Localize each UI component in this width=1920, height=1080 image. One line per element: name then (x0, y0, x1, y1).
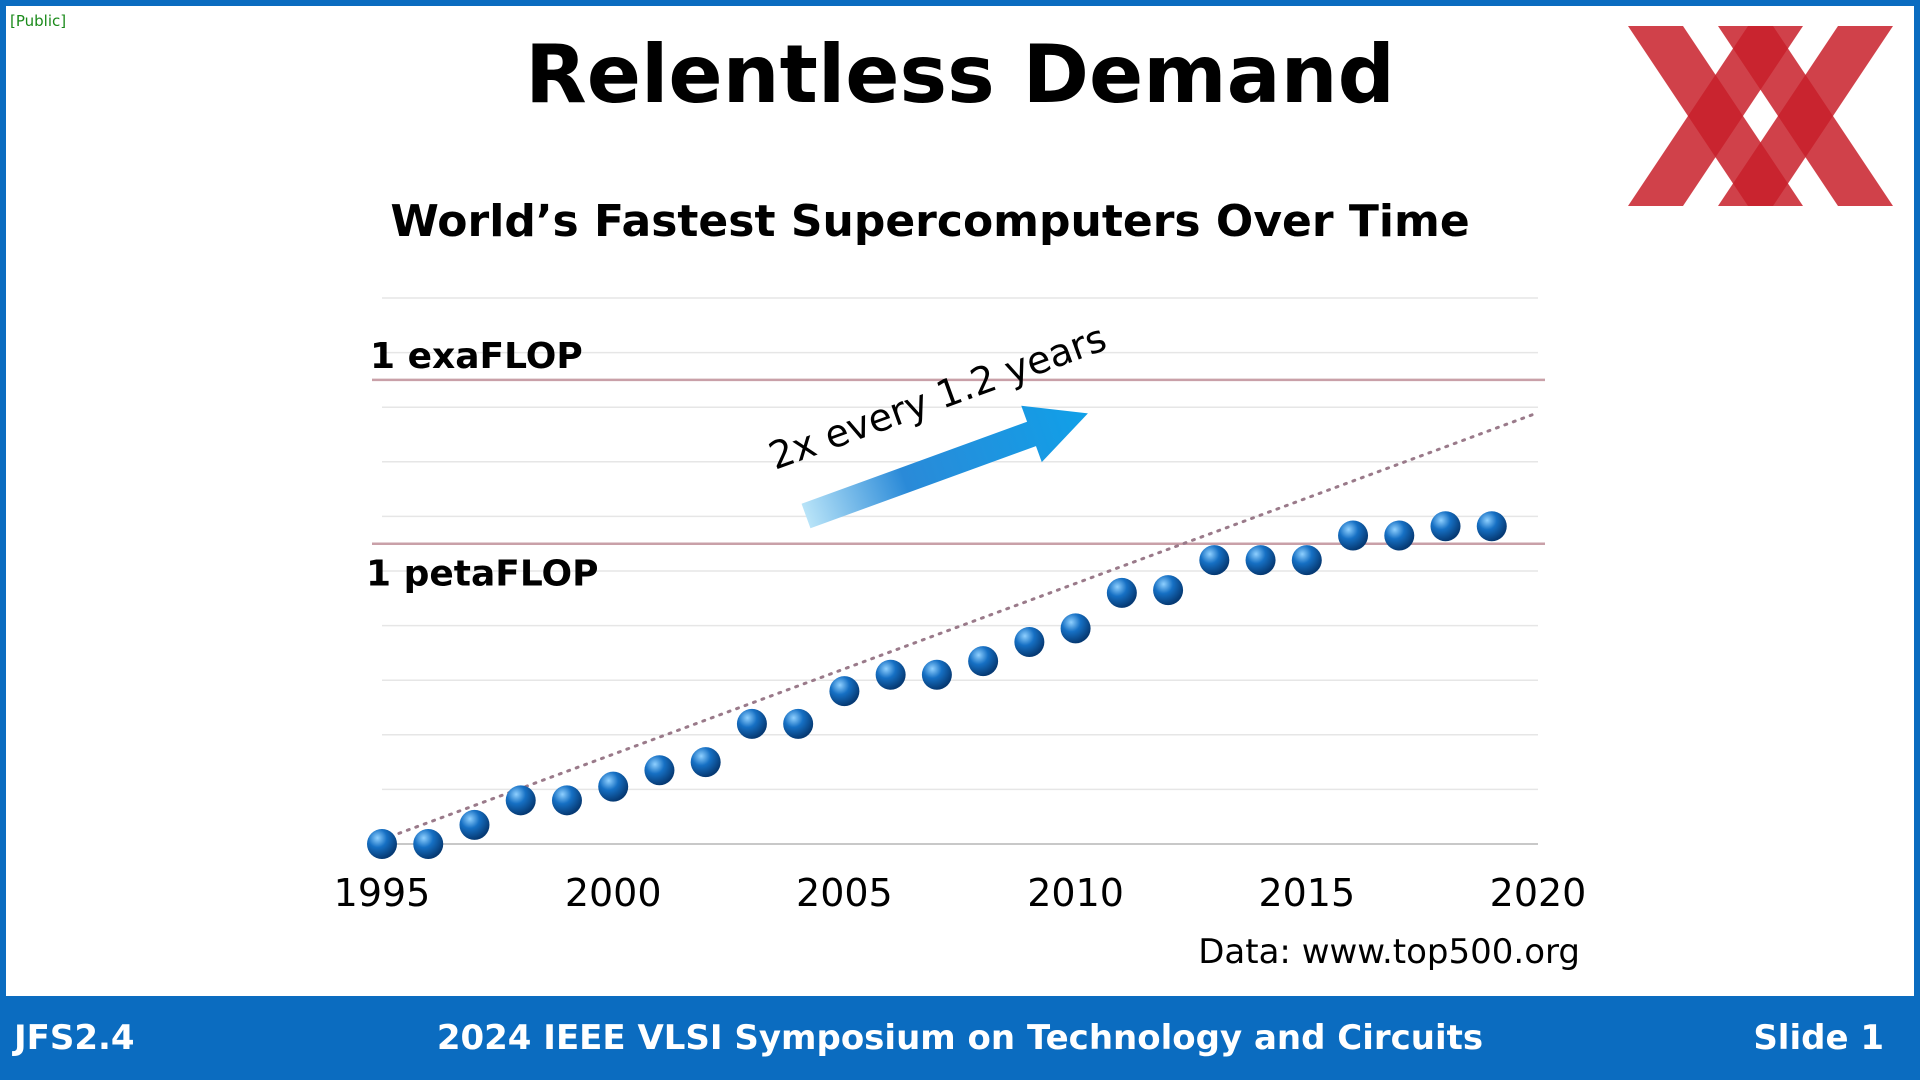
supercomputer-chart: 1 exaFLOP 1 petaFLOP 2x every 1.2 years 1… (334, 297, 1587, 915)
data-point (367, 829, 397, 859)
data-point (644, 755, 675, 786)
data-point (1060, 613, 1091, 644)
x-tick-label: 2010 (1027, 871, 1124, 915)
data-point (413, 829, 444, 859)
x-tick-label: 2020 (1490, 871, 1587, 915)
data-point (736, 708, 767, 739)
data-point (1384, 520, 1415, 551)
data-point (690, 747, 721, 778)
petaflop-label: 1 petaFLOP (366, 554, 599, 595)
footer-bar: JFS2.4 2024 IEEE VLSI Symposium on Techn… (0, 996, 1920, 1080)
data-point (598, 771, 629, 802)
x-tick-label: 1995 (334, 871, 431, 915)
exaflop-label: 1 exaFLOP (370, 336, 583, 377)
x-tick-label: 2015 (1258, 871, 1355, 915)
data-point (1014, 626, 1045, 657)
slide-title: Relentless Demand (525, 28, 1395, 121)
data-point (551, 785, 582, 816)
data-point (1153, 575, 1184, 606)
footer-conference: 2024 IEEE VLSI Symposium on Technology a… (436, 1018, 1484, 1058)
growth-arrow-shape (801, 405, 1088, 529)
trend-line (380, 411, 1540, 842)
data-point (505, 785, 536, 816)
data-point (968, 646, 999, 677)
data-source: Data: www.top500.org (1198, 932, 1580, 972)
data-point (1338, 520, 1369, 551)
data-point (875, 659, 906, 690)
data-point (921, 659, 952, 690)
company-logo (1628, 26, 1893, 206)
data-point (1291, 545, 1322, 576)
footer-slide-number: Slide 1 (1753, 1018, 1884, 1058)
data-point (1199, 545, 1230, 576)
footer-session-id: JFS2.4 (14, 1018, 135, 1058)
data-point (783, 708, 814, 739)
data-point (1106, 577, 1137, 608)
x-tick-label: 2005 (796, 871, 893, 915)
public-tag: [Public] (10, 12, 67, 30)
x-tick-label: 2000 (565, 871, 662, 915)
data-point (829, 676, 860, 707)
data-point (1430, 511, 1461, 542)
data-point (459, 809, 490, 840)
data-point (1476, 511, 1507, 542)
chart-title: World’s Fastest Supercomputers Over Time (390, 196, 1470, 247)
growth-arrow (801, 405, 1088, 529)
growth-annotation: 2x every 1.2 years (763, 316, 1112, 479)
data-point (1245, 545, 1276, 576)
